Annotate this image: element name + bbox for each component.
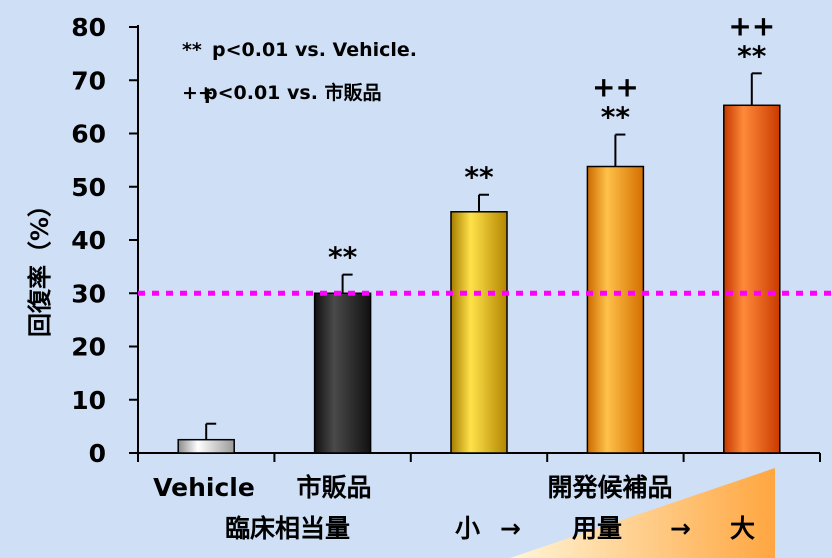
bar-2 <box>450 211 508 454</box>
dose-prefix: 臨床相当量 <box>225 514 350 543</box>
significance-3-0: ++ <box>592 71 639 104</box>
legend-symbol-1: ** <box>182 39 202 61</box>
bar-4 <box>723 104 781 454</box>
dose-middle: 用量 <box>572 514 622 543</box>
legend: ** p<0.01 vs. Vehicle. ++ p<0.01 vs. 市販品 <box>182 39 417 104</box>
y-axis-label: 回復率（%） <box>26 193 54 337</box>
significance-4-1: ** <box>737 39 767 72</box>
y-tick-label-6: 60 <box>71 120 106 149</box>
dose-large: 大 <box>730 514 755 543</box>
group-label: 開発候補品 <box>547 473 672 502</box>
legend-text-2: p<0.01 vs. 市販品 <box>204 81 382 104</box>
bar-0 <box>177 438 235 454</box>
bar-1 <box>313 292 372 454</box>
y-tick-label-0: 0 <box>89 439 106 468</box>
bar-3 <box>586 165 645 454</box>
dose-axis: 臨床相当量 小 → 用量 → 大 <box>225 514 755 543</box>
dose-gradient-wedge <box>510 468 775 558</box>
category-label-0: Vehicle <box>153 473 255 502</box>
category-label-1: 市販品 <box>296 473 371 502</box>
dose-arrow-1: → <box>500 514 521 543</box>
legend-text-1: p<0.01 vs. Vehicle. <box>212 39 417 61</box>
y-tick-label-2: 20 <box>71 333 106 362</box>
y-tick-label-7: 70 <box>71 66 106 95</box>
significance-3-1: ** <box>601 101 631 134</box>
legend-symbol-2: ++ <box>182 82 214 104</box>
y-tick-label-4: 40 <box>71 226 106 255</box>
y-tick-label-8: 80 <box>71 13 106 42</box>
significance-2-0: ** <box>464 161 494 194</box>
axes: 0 10 20 30 40 50 60 70 80 <box>71 13 821 468</box>
bars: ******++**++ <box>177 9 781 454</box>
y-tick-label-3: 30 <box>71 279 106 308</box>
significance-4-0: ++ <box>728 9 775 42</box>
dose-arrow-2: → <box>670 514 691 543</box>
y-tick-label-5: 50 <box>71 173 106 202</box>
y-tick-label-1: 10 <box>71 386 106 415</box>
significance-1-0: ** <box>328 241 358 274</box>
dose-small: 小 <box>455 514 480 543</box>
